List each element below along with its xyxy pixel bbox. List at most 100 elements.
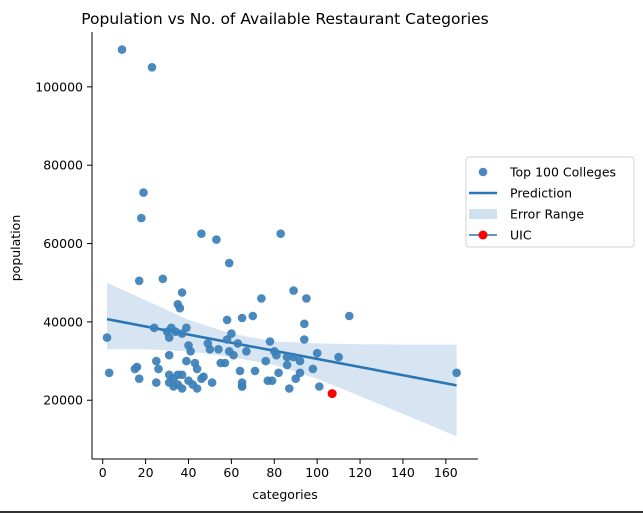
x-axis-label: categories	[252, 487, 318, 502]
data-point	[222, 335, 232, 344]
bottom-border	[0, 511, 643, 513]
data-point	[315, 382, 324, 391]
legend-key-scatter	[478, 167, 488, 177]
y-tick-label: 60000	[43, 236, 83, 251]
data-point	[248, 311, 258, 321]
data-point	[276, 229, 286, 238]
data-point	[291, 374, 301, 384]
legend-key-uic-point	[478, 230, 488, 240]
data-point	[134, 276, 144, 286]
data-point	[289, 352, 298, 362]
data-point	[282, 352, 292, 362]
axes-layer: 0 20 40 60 80 100 120 140 160 20000 40000 60000 8000…	[35, 32, 478, 480]
y-tick-label: 80000	[43, 158, 83, 173]
data-point	[282, 360, 292, 370]
legend: Top 100 Colleges Prediction Error Range UIC	[465, 156, 635, 248]
data-point	[308, 364, 318, 374]
data-point	[261, 356, 271, 366]
data-point	[177, 370, 187, 380]
data-point	[237, 313, 247, 323]
data-point	[171, 327, 180, 337]
data-point	[158, 274, 168, 284]
data-point	[134, 374, 144, 384]
data-point	[302, 294, 311, 303]
data-point	[345, 311, 354, 321]
data-point	[177, 384, 187, 393]
data-point	[177, 329, 187, 338]
data-point	[300, 335, 309, 344]
data-point	[164, 350, 174, 360]
data-point	[222, 315, 232, 325]
data-point	[312, 348, 322, 358]
x-tick-label: 60	[223, 465, 239, 480]
x-tick-label: 20	[138, 465, 154, 480]
legend-label: Top 100 Colleges	[509, 165, 616, 180]
data-point	[272, 350, 281, 360]
data-point	[207, 378, 217, 387]
y-axis-label: population	[8, 215, 23, 282]
data-point	[295, 368, 305, 378]
data-point	[237, 382, 247, 391]
x-tick-label: 140	[391, 465, 415, 480]
data-point	[227, 329, 236, 338]
data-point	[265, 337, 275, 346]
data-point	[214, 345, 223, 354]
data-point	[267, 376, 277, 386]
data-point	[182, 356, 191, 366]
error-range-band	[107, 282, 457, 437]
data-point	[149, 323, 159, 333]
data-point	[102, 333, 112, 342]
data-point	[147, 63, 157, 72]
data-point	[192, 384, 202, 393]
data-point	[152, 356, 161, 366]
x-tick-label: 100	[305, 465, 329, 480]
data-point	[152, 378, 161, 387]
data-point	[220, 358, 230, 368]
y-tick-label: 20000	[43, 393, 83, 408]
data-point	[117, 45, 127, 54]
chart-title: Population vs No. of Available Restauran…	[81, 10, 488, 28]
data-point	[177, 288, 187, 297]
data-point	[169, 382, 178, 391]
data-point	[242, 347, 251, 356]
error-band-layer	[107, 282, 457, 437]
data-point	[137, 213, 146, 223]
uic-layer	[327, 389, 337, 399]
data-point	[285, 384, 294, 393]
data-point	[197, 374, 206, 384]
data-point	[334, 352, 343, 362]
data-point	[233, 339, 243, 348]
data-point	[192, 364, 202, 374]
data-point	[224, 258, 234, 268]
y-tick-label: 100000	[35, 79, 83, 94]
points-layer	[102, 45, 461, 393]
uic-point	[327, 389, 337, 399]
legend-label: Prediction	[510, 186, 572, 201]
data-point	[164, 333, 174, 342]
data-point	[229, 350, 238, 360]
x-tick-label: 40	[181, 465, 197, 480]
data-point	[300, 319, 309, 329]
legend-box	[465, 156, 635, 248]
data-point	[295, 356, 305, 366]
legend-label: Error Range	[510, 207, 584, 222]
x-tick-label: 0	[99, 465, 107, 480]
data-point	[274, 368, 283, 378]
data-point	[452, 368, 461, 378]
data-point	[212, 235, 221, 244]
legend-label: UIC	[510, 228, 532, 243]
x-tick-label: 80	[266, 465, 282, 480]
data-point	[154, 364, 163, 374]
x-tick-label: 120	[348, 465, 372, 480]
data-point	[235, 366, 245, 376]
data-point	[132, 362, 142, 372]
data-point	[197, 229, 206, 238]
legend-key-band	[469, 209, 497, 219]
data-point	[139, 188, 148, 197]
y-tick-label: 40000	[43, 314, 83, 329]
data-point	[257, 294, 266, 303]
data-point	[186, 347, 195, 356]
x-tick-label: 160	[434, 465, 458, 480]
data-point	[104, 368, 114, 378]
